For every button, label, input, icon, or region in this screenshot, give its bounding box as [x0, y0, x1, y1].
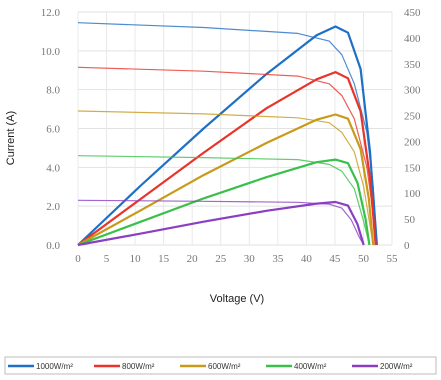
y2-tick-label: 450: [404, 7, 421, 19]
y-tick-label: 10.0: [41, 46, 61, 58]
x-tick-label: 40: [301, 253, 313, 265]
x-tick-label: 45: [329, 253, 341, 265]
pv-curve-4: [77, 158, 371, 247]
x-tick-label: 10: [130, 253, 142, 265]
legend-label: 800W/m²: [122, 362, 155, 371]
y2-tick-label: 400: [404, 33, 421, 45]
y2-tick-label: 50: [404, 214, 416, 226]
x-axis-label: Voltage (V): [210, 293, 264, 305]
pv-curve-3: [77, 113, 375, 246]
x-tick-label: 50: [358, 253, 370, 265]
x-tick-label: 20: [187, 253, 199, 265]
y-tick-label: 8.0: [46, 85, 60, 97]
iv-curve-2: [77, 66, 377, 246]
iv-curve-1: [77, 22, 378, 246]
x-tick-label: 15: [158, 253, 170, 265]
legend-label: 200W/m²: [380, 362, 413, 371]
y-tick-label: 0.0: [46, 240, 60, 252]
x-tick-label: 0: [75, 253, 81, 265]
y2-tick-label: 350: [404, 59, 421, 71]
y-tick-label: 2.0: [46, 201, 60, 213]
y2-tick-label: 150: [404, 162, 421, 174]
iv-curve-4: [77, 155, 370, 246]
legend-label: 1000W/m²: [36, 362, 73, 371]
x-tick-label: 25: [215, 253, 227, 265]
legend: 1000W/m² 800W/m² 600W/m² 400W/m² 200W/m²: [4, 356, 437, 375]
x-tick-label: 35: [272, 253, 284, 265]
y2-tick-label: 100: [404, 188, 421, 200]
y2-tick-label: 0: [404, 240, 410, 252]
legend-label: 400W/m²: [294, 362, 327, 371]
legend-label: 600W/m²: [208, 362, 241, 371]
x-tick-label: 30: [244, 253, 256, 265]
legend-box: [4, 356, 437, 375]
y2-tick-label: 300: [404, 85, 421, 97]
y-tick-label: 6.0: [46, 124, 60, 136]
x-tick-label: 5: [104, 253, 110, 265]
pv-curve-2: [77, 71, 377, 246]
y2-tick-label: 250: [404, 111, 421, 123]
y-axis-label: Current (A): [5, 111, 17, 165]
iv-curve-3: [77, 110, 374, 246]
iv-curve-5: [77, 199, 365, 246]
y-tick-label: 12.0: [41, 7, 61, 19]
x-tick-label: 55: [387, 253, 399, 265]
y2-tick-label: 200: [404, 136, 421, 148]
y-tick-label: 4.0: [46, 162, 60, 174]
